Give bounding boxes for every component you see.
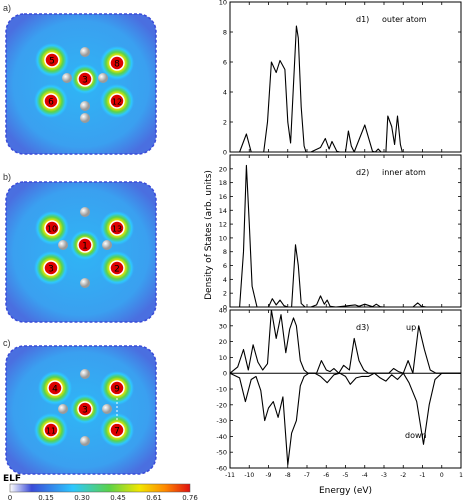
colorbar-tick-label: 0.76 [182,494,198,501]
colorbar-tick-label: 0 [8,494,12,501]
panel-annotation: inner atom [382,168,426,177]
y-tick-label: 0 [223,149,227,157]
series-line-1 [230,25,461,153]
x-tick-label: -10 [244,472,254,479]
atom-label: 12 [112,98,122,107]
colorbar-tick-label: 0.15 [38,494,54,501]
y-tick-label: -20 [216,401,227,409]
series-line-1 [229,309,461,374]
elf-panel-a: 5 8 3 6 12 [5,13,157,155]
y-tick-label: 20 [219,338,227,346]
x-tick-label: -9 [266,472,272,479]
elf-panel-b: 10 13 1 3 2 [5,181,157,323]
y-tick-label: 6 [223,59,227,67]
x-tick-label: -5 [343,472,349,479]
atom-label: 3 [82,76,88,86]
y-tick-label: 40 [219,307,227,315]
dos-panel-2: 0 2 4 6 8 10 12 14 16 18 20 d2) inner atom [219,154,462,312]
y-tick-label: 6 [223,262,227,270]
x-tick-label: -6 [323,472,329,479]
atom-label: 1 [82,242,88,252]
atom-label: 13 [112,225,122,234]
atom-label: 11 [46,427,56,436]
panel-frame [229,1,462,153]
annotation-down: down [405,431,427,440]
y-tick-label: 2 [223,290,227,298]
x-tick-label: -4 [362,472,368,479]
atom-label: 3 [48,265,54,275]
x-tick-label: 1 [459,472,463,479]
y-tick-label: 0 [223,370,227,378]
y-tick-label: 18 [219,179,227,187]
y-tick-label: 10 [219,0,227,7]
colorbar-tick-label: 0.61 [146,494,162,501]
y-tick-label: -10 [216,386,227,394]
y-tick-label: 2 [223,119,227,127]
atom-label: 9 [114,385,120,395]
series-line-2 [229,372,461,466]
y-tick-label: 14 [219,207,227,215]
atom-label: 5 [49,57,55,67]
y-tick-label: 8 [223,29,227,37]
panel-label: d3) [356,323,369,332]
dos-panel-1: 0 2 4 6 8 10 d1) outer atom [219,0,462,157]
panel-c-label: c) [3,338,11,348]
y-tick-label: 0 [223,304,227,312]
y-tick-label: -50 [216,449,227,457]
panel-label: d2) [356,168,369,177]
x-tick-label: -8 [285,472,291,479]
y-tick-label: 20 [219,165,227,173]
y-tick-label: 4 [223,89,227,97]
y-tick-label: 10 [219,354,227,362]
y-tick-label: 12 [219,221,227,229]
atom-label: 7 [114,427,120,437]
y-tick-label: 16 [219,193,227,201]
x-tick-label: -1 [420,472,426,479]
y-tick-label: 30 [219,322,227,330]
x-tick-label: -7 [304,472,310,479]
atom-label: 3 [82,406,88,416]
y-tick-label: 4 [223,276,227,284]
colorbar-title: ELF [3,474,21,484]
atom-label: 8 [114,60,120,70]
y-tick-label: -40 [216,433,227,441]
y-tick-label: -60 [216,465,227,473]
elf-maps: 5 8 3 6 12 10 13 [3,13,198,501]
panel-annotation: outer atom [382,15,427,24]
elf-colorbar: ELF 0 0.15 0.30 0.45 0.61 0.76 [3,474,198,501]
atom-label: 2 [114,265,120,275]
colorbar-tick-label: 0.45 [110,494,126,501]
panel-label: d1) [356,15,369,24]
x-tick-label: -3 [381,472,387,479]
colorbar-tick-label: 0.30 [74,494,90,501]
atom-label: 4 [52,385,58,395]
panel-frame [229,309,462,469]
y-tick-label: 10 [219,234,227,242]
panel-frame [229,154,462,308]
x-tick-label: 0 [440,472,444,479]
elf-panel-c: 4 9 3 11 7 [5,345,157,475]
y-axis-label: Density of States (arb. units) [204,170,214,300]
atom-label: 10 [47,225,57,234]
dos-panel-3: 40 30 20 10 0 -10 -20 -30 -40 -50 -60 d3) up down [216,307,462,473]
y-tick-label: -30 [216,417,227,425]
series-line-1 [230,164,461,308]
y-tick-label: 8 [223,248,227,256]
atom-label: 6 [48,98,54,108]
x-axis-label: Energy (eV) [319,486,372,496]
annotation-up: up [406,323,416,332]
panel-a-label: a) [3,3,12,13]
panel-b-label: b) [3,172,12,182]
x-tick-label: -11 [225,472,235,479]
x-tick-label: -2 [400,472,406,479]
